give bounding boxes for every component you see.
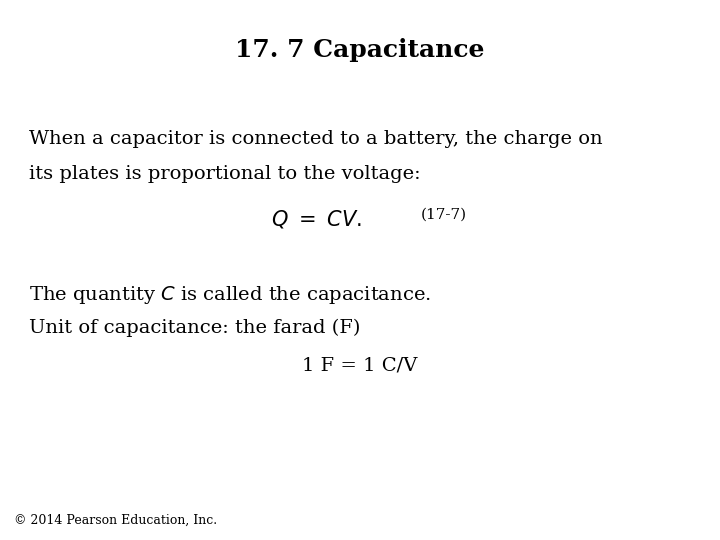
Text: (17-7): (17-7): [421, 208, 467, 222]
Text: © 2014 Pearson Education, Inc.: © 2014 Pearson Education, Inc.: [14, 514, 217, 526]
Text: $Q \ = \ CV.$: $Q \ = \ CV.$: [271, 208, 362, 230]
Text: 17. 7 Capacitance: 17. 7 Capacitance: [235, 38, 485, 62]
Text: Unit of capacitance: the farad (F): Unit of capacitance: the farad (F): [29, 319, 360, 337]
Text: When a capacitor is connected to a battery, the charge on: When a capacitor is connected to a batte…: [29, 130, 603, 147]
Text: 1 F = 1 C/V: 1 F = 1 C/V: [302, 356, 418, 374]
Text: its plates is proportional to the voltage:: its plates is proportional to the voltag…: [29, 165, 420, 183]
Text: The quantity $C$ is called the capacitance.: The quantity $C$ is called the capacitan…: [29, 284, 431, 306]
